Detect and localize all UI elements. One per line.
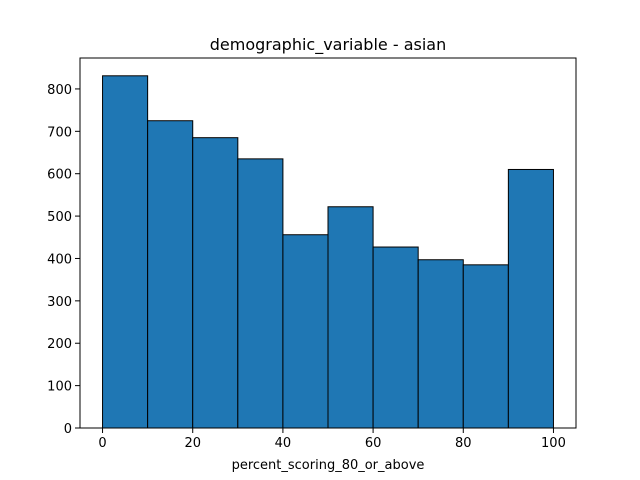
y-tick-label: 400 <box>47 252 72 267</box>
x-axis: 0 20 40 60 80 100 <box>98 428 566 451</box>
bars-layer <box>102 75 554 429</box>
x-tick-label: 40 <box>275 436 292 451</box>
x-tick-label: 100 <box>541 436 566 451</box>
y-axis: 0 100 200 300 400 500 600 700 800 <box>47 83 80 437</box>
y-tick-label: 0 <box>64 422 72 437</box>
histogram-bar-9 <box>507 168 554 429</box>
x-axis-label: percent_scoring_80_or_above <box>232 458 425 473</box>
y-tick-label: 600 <box>47 168 72 183</box>
histogram-bar-5 <box>327 206 374 429</box>
y-tick-label: 200 <box>47 337 72 352</box>
y-tick-label: 100 <box>47 380 72 395</box>
y-tick-label: 800 <box>47 83 72 98</box>
x-tick-label: 60 <box>365 436 382 451</box>
histogram-bar-6 <box>372 246 419 429</box>
y-tick-label: 700 <box>47 125 72 140</box>
histogram-bar-1 <box>147 120 194 429</box>
chart-title: demographic_variable - asian <box>210 35 446 55</box>
histogram-bar-3 <box>237 158 284 429</box>
y-tick-label: 500 <box>47 210 72 225</box>
histogram-bar-4 <box>282 234 329 429</box>
x-tick-label: 20 <box>184 436 201 451</box>
histogram-bar-7 <box>417 259 464 429</box>
plot-frame <box>79 57 577 429</box>
x-tick-label: 80 <box>455 436 472 451</box>
histogram-bar-2 <box>192 137 239 429</box>
histogram-bar-0 <box>102 75 149 429</box>
y-tick-label: 300 <box>47 295 72 310</box>
x-tick-label: 0 <box>98 436 106 451</box>
histogram-bar-8 <box>462 264 509 429</box>
